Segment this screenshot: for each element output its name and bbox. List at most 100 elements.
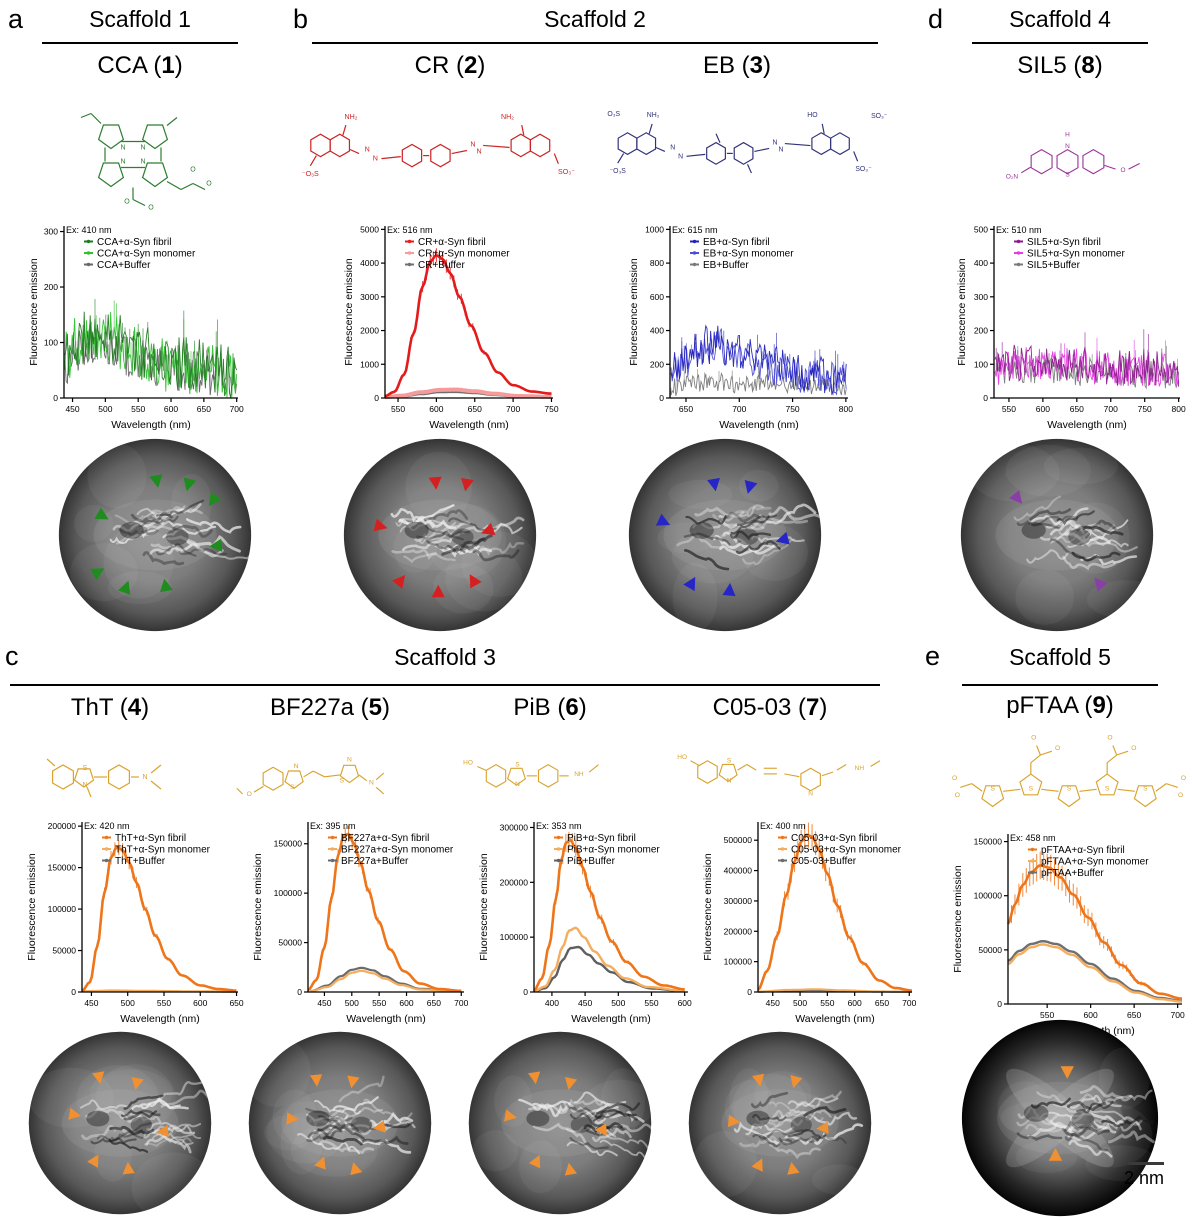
svg-text:450: 450 (317, 998, 331, 1008)
pib-structure: HO S N NH (455, 736, 660, 812)
panel-c-label: c (5, 641, 19, 671)
svg-text:Fluorescence emission: Fluorescence emission (628, 258, 640, 366)
arrowhead-icon (392, 575, 406, 589)
arrowhead-icon (118, 580, 131, 595)
arrowhead-icon (655, 513, 671, 526)
svg-text:650: 650 (1070, 404, 1084, 414)
svg-text:EB+α-Syn fibril: EB+α-Syn fibril (703, 237, 770, 248)
svg-text:BF227a+Buffer: BF227a+Buffer (341, 856, 409, 867)
arrowhead-icon (208, 491, 222, 507)
pftaa-structure: S S S S S O O O O O O O O (945, 722, 1193, 830)
arrowhead-icon (156, 1124, 169, 1138)
svg-text:700: 700 (506, 404, 520, 414)
em-map-pib (467, 1030, 653, 1216)
compound-title-pftaa: pFTAA (9) (1006, 692, 1114, 719)
svg-text:750: 750 (544, 404, 558, 414)
svg-text:PiB+α-Syn monomer: PiB+α-Syn monomer (567, 845, 660, 856)
svg-text:Wavelength (nm): Wavelength (nm) (795, 1013, 875, 1024)
svg-text:650: 650 (229, 998, 243, 1008)
svg-text:Wavelength (nm): Wavelength (nm) (120, 1013, 200, 1024)
svg-text:0: 0 (983, 393, 988, 403)
arrowhead-icon (90, 568, 105, 581)
svg-text:600: 600 (848, 998, 862, 1008)
svg-text:pFTAA+α-Syn fibril: pFTAA+α-Syn fibril (1041, 845, 1125, 856)
svg-text:700: 700 (732, 404, 746, 414)
svg-text:Ex: 353 nm: Ex: 353 nm (536, 821, 582, 831)
svg-text:O: O (1178, 792, 1183, 799)
svg-text:N: N (140, 159, 145, 166)
arrowhead-icon (564, 1162, 577, 1176)
svg-text:S: S (727, 758, 732, 765)
arrowhead-icon (1094, 577, 1108, 592)
em-map-c0503 (687, 1030, 873, 1216)
svg-text:400: 400 (650, 326, 664, 336)
svg-text:600: 600 (399, 998, 413, 1008)
tht-structure: S N N (15, 736, 215, 810)
svg-text:Fluorescence emission: Fluorescence emission (28, 258, 40, 366)
chart-bf227a: 0 50000 100000 150000 450 500 550 600 650 700 Wave… (250, 816, 472, 1024)
c0503-structure: HO S N N NH (670, 734, 895, 810)
svg-text:Fluorescence emission: Fluorescence emission (343, 258, 355, 366)
arrowhead-icon (160, 578, 173, 593)
arrowhead-icon (744, 480, 758, 494)
arrowhead-icon (1048, 1147, 1063, 1161)
svg-text:O: O (1131, 745, 1136, 752)
svg-text:SIL5+Buffer: SIL5+Buffer (1027, 260, 1081, 271)
scale-bar-label: 2 nm (1124, 1168, 1165, 1188)
em-map-cca (57, 437, 253, 633)
svg-text:CR+α-Syn fibril: CR+α-Syn fibril (418, 237, 486, 248)
svg-text:CCA+Buffer: CCA+Buffer (97, 260, 151, 271)
arrowhead-icon (92, 1071, 105, 1085)
svg-text:800: 800 (1172, 404, 1186, 414)
svg-text:S: S (340, 778, 345, 785)
svg-text:NH₂: NH₂ (647, 112, 660, 119)
svg-text:N: N (470, 140, 475, 148)
arrowhead-icon (775, 531, 790, 545)
sil5-structure: H N S O₂N O (975, 122, 1160, 194)
svg-text:N: N (369, 779, 374, 786)
svg-text:Wavelength (nm): Wavelength (nm) (1047, 419, 1127, 430)
svg-text:100000: 100000 (500, 932, 529, 942)
svg-text:Fluorescence emission: Fluorescence emission (702, 853, 714, 961)
svg-text:N: N (294, 763, 299, 770)
svg-text:100000: 100000 (48, 904, 77, 914)
svg-text:ThT+α-Syn monomer: ThT+α-Syn monomer (115, 845, 211, 856)
svg-text:800: 800 (650, 258, 664, 268)
chart-cca: 0 100 200 300 450 500 550 600 650 700 Wavelength (… (26, 220, 246, 430)
svg-text:SIL5+α-Syn monomer: SIL5+α-Syn monomer (1027, 249, 1125, 260)
svg-text:Fluorescence emission: Fluorescence emission (956, 258, 968, 366)
svg-text:200000: 200000 (500, 877, 529, 887)
svg-text:300: 300 (44, 227, 58, 237)
scaffold-2-title: Scaffold 2 (544, 6, 646, 32)
svg-text:EB+α-Syn monomer: EB+α-Syn monomer (703, 249, 794, 260)
arrowhead-icon (373, 518, 388, 532)
compound-title-tht: ThT (4) (70, 694, 150, 721)
svg-text:500: 500 (611, 998, 625, 1008)
svg-text:550: 550 (644, 998, 658, 1008)
svg-text:1000: 1000 (360, 359, 379, 369)
svg-text:450: 450 (766, 998, 780, 1008)
svg-text:N: N (120, 145, 125, 152)
arrowhead-icon (183, 477, 197, 492)
em-map-sil5 (959, 437, 1155, 633)
svg-text:750: 750 (1138, 404, 1152, 414)
arrowhead-icon (1009, 489, 1023, 504)
compound-title-bf227a: BF227a (5) (269, 694, 391, 721)
svg-text:650: 650 (427, 998, 441, 1008)
arrowhead-icon (683, 576, 696, 592)
svg-text:2000: 2000 (360, 326, 379, 336)
svg-text:650: 650 (875, 998, 889, 1008)
arrowhead-icon (431, 584, 445, 598)
chart-sil5: 0 100 200 300 400 500 550 600 650 700 750 800 Wavele… (954, 220, 1188, 430)
svg-text:750: 750 (785, 404, 799, 414)
arrowhead-icon (314, 1156, 326, 1170)
em-map-bf227a (247, 1030, 433, 1216)
chart-c0503: 0 100000 200000 300000 400000 500000 450 500 550… (700, 816, 920, 1024)
svg-text:Fluorescence emission: Fluorescence emission (252, 853, 264, 961)
svg-text:650: 650 (197, 404, 211, 414)
arrowhead-icon (209, 538, 223, 552)
svg-text:S: S (1067, 785, 1072, 792)
arrowhead-icon (469, 574, 482, 589)
svg-text:0: 0 (659, 393, 664, 403)
